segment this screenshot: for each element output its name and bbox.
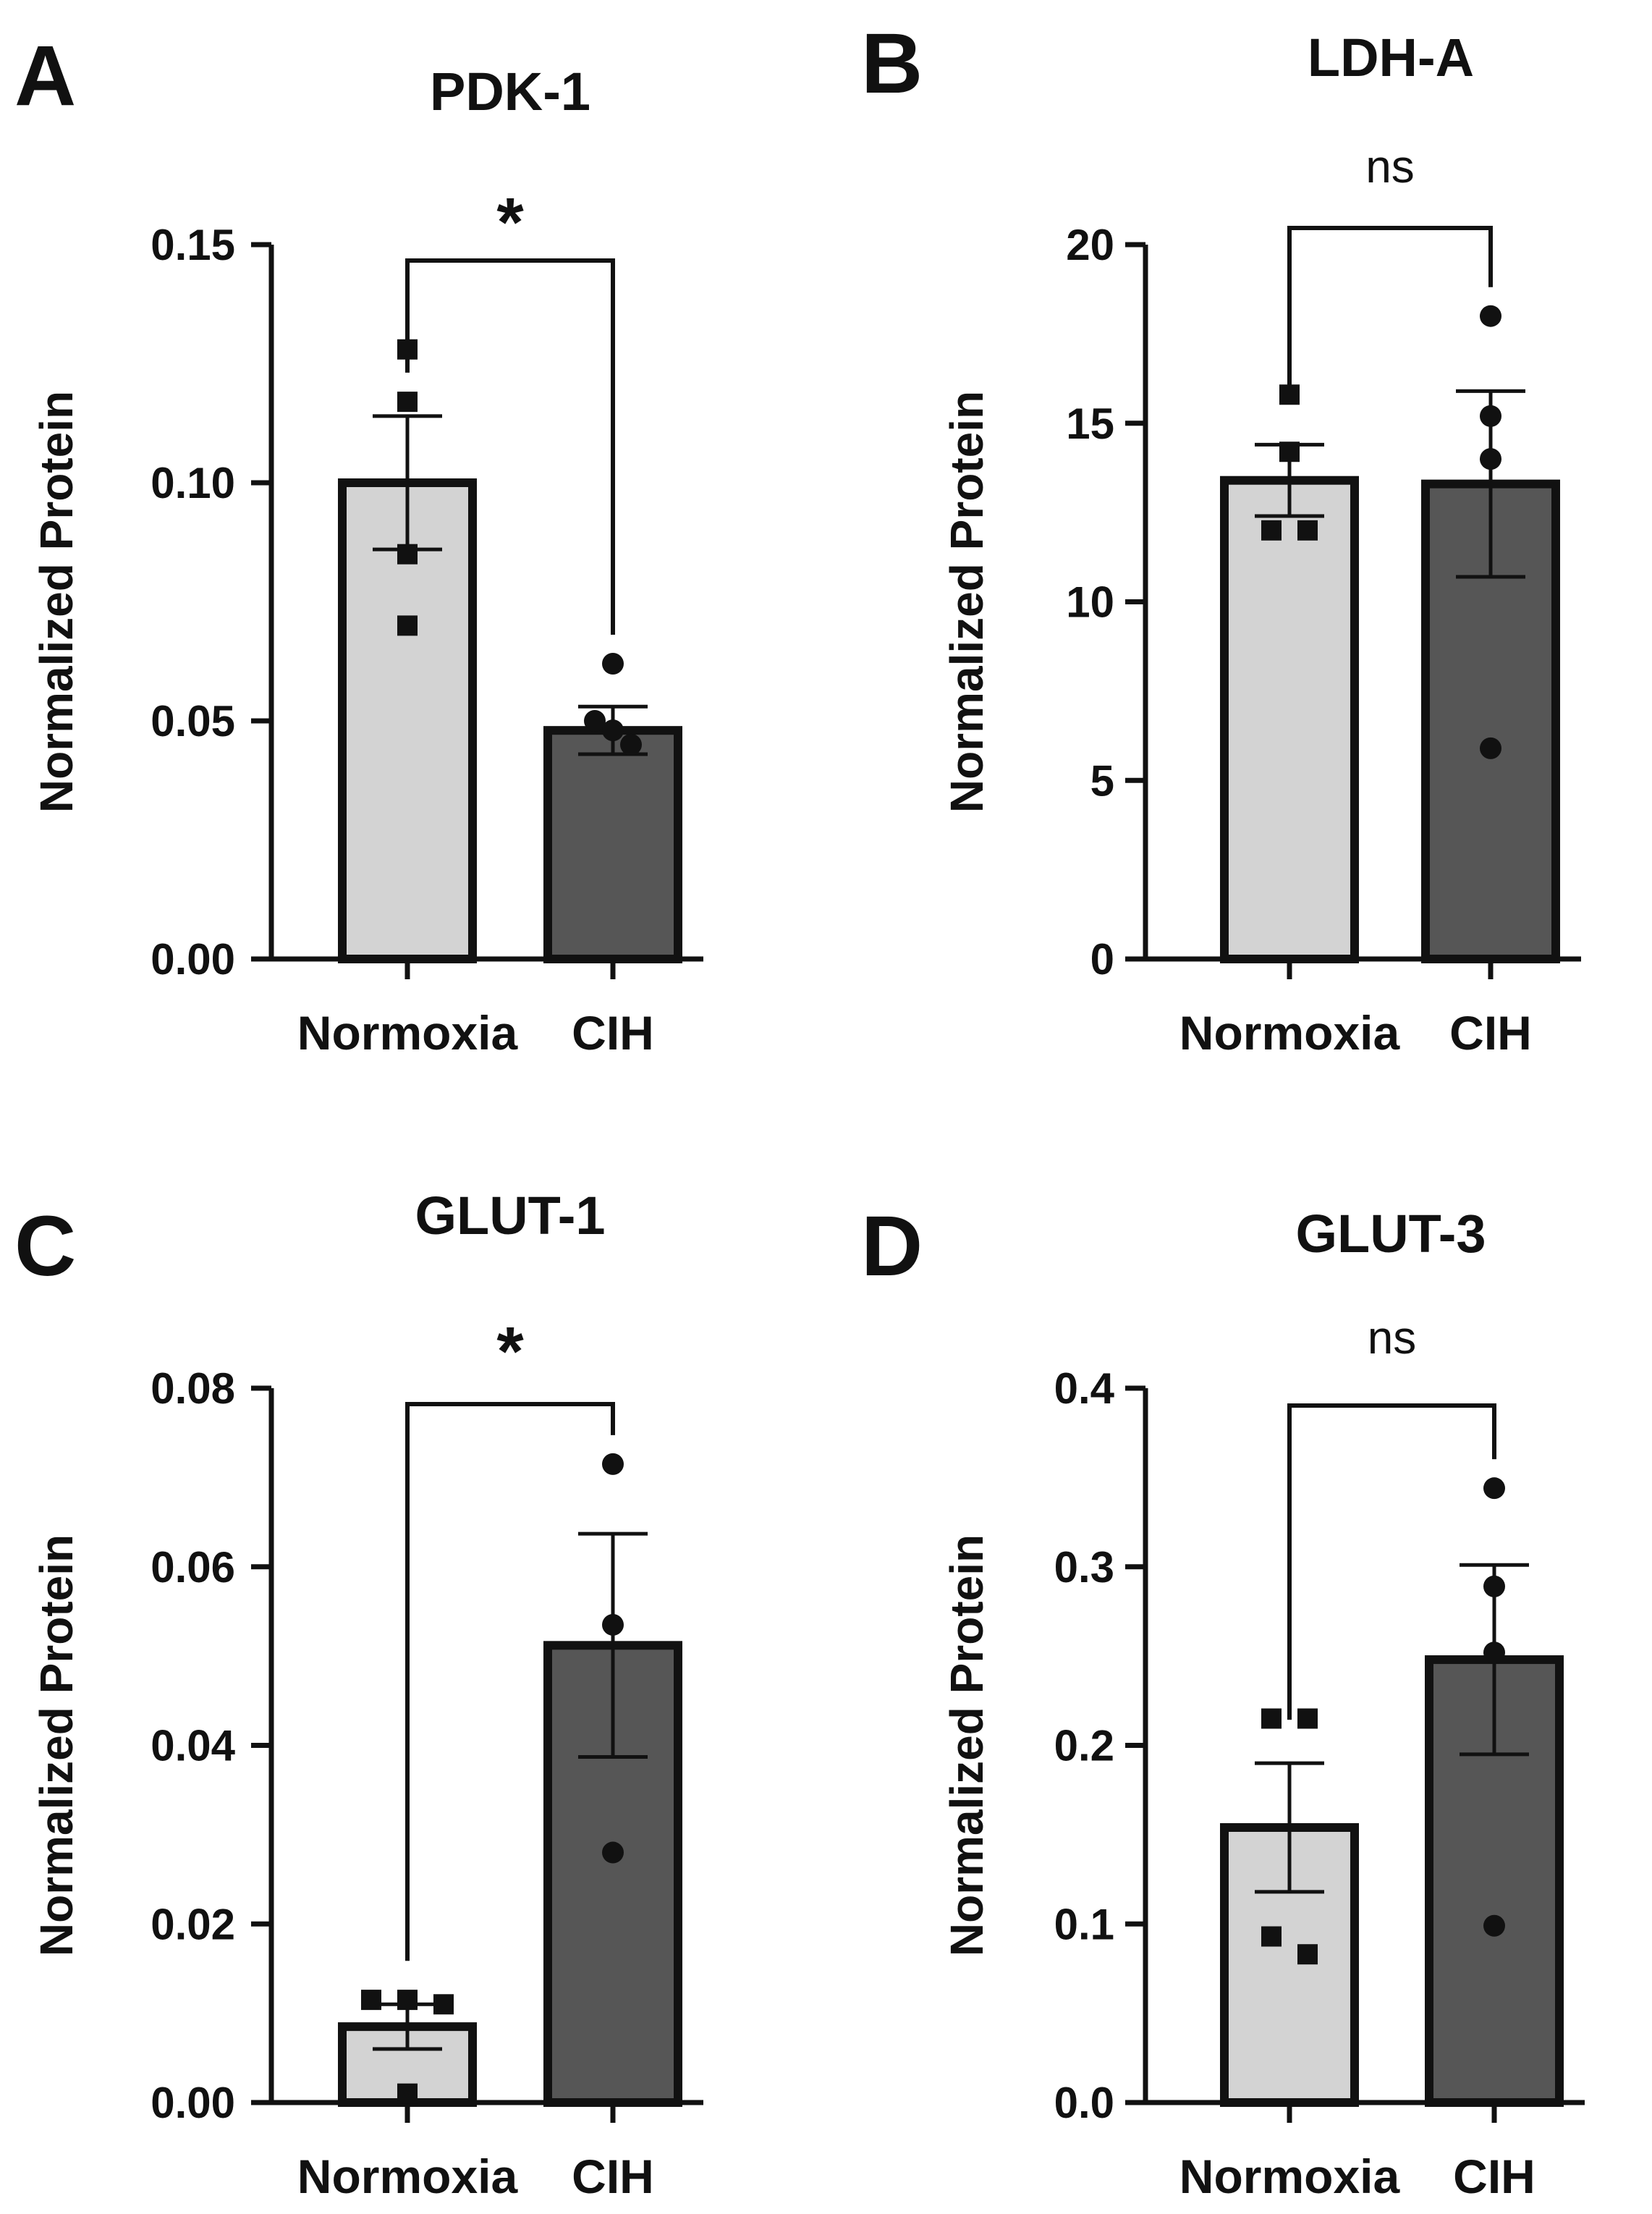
significance-label: ns [1368, 1311, 1417, 1364]
chart-title: LDH-A [1308, 28, 1474, 88]
y-tick-label: 0.08 [151, 1364, 235, 1413]
bar-normoxia [1220, 476, 1359, 963]
data-point [584, 710, 606, 732]
y-tick-label: 0.1 [1054, 1900, 1114, 1948]
x-tick-label: Normoxia [297, 2150, 519, 2203]
bar-cih [543, 726, 682, 963]
data-point [433, 1994, 454, 2015]
data-point [361, 1990, 381, 2011]
panel-c: C GLUT-1 Normalized Protein 0.00 0.02 0.04 0.0… [14, 1186, 703, 2203]
y-tick-label: 5 [1090, 756, 1114, 805]
y-tick-label: 0.4 [1054, 1364, 1115, 1413]
y-tick-label: 0 [1090, 935, 1114, 984]
data-point [1261, 1708, 1282, 1729]
y-tick-label: 0.15 [151, 221, 235, 269]
y-tick-label: 0.05 [151, 697, 235, 745]
significance-label: ns [1365, 140, 1415, 193]
data-point [1297, 1708, 1318, 1729]
panel-letter: D [861, 1199, 923, 1294]
significance-bracket [405, 258, 615, 635]
bar-cih [1425, 1655, 1564, 2108]
x-tick-label: CIH [1449, 1006, 1532, 1060]
y-tick-label: 0.2 [1054, 1722, 1114, 1770]
panel-a: A PDK-1 Normalized Protein 0.00 0.05 0.10 0.15… [14, 28, 703, 1060]
panel-b: B LDH-A Normalized Protein 0 5 10 15 20 Normoxia… [861, 16, 1581, 1060]
data-point [1483, 1914, 1505, 1937]
data-point [620, 733, 642, 756]
x-tick-label: CIH [572, 1006, 654, 1060]
data-point [397, 615, 418, 636]
data-point [602, 1841, 624, 1864]
y-axis-label: Normalized Protein [941, 391, 993, 813]
data-point [397, 1990, 418, 2011]
data-point [397, 544, 418, 565]
y-tick-label: 0.04 [151, 1722, 235, 1770]
x-tick-label: Normoxia [1179, 2150, 1401, 2203]
bar-normoxia [1220, 1823, 1359, 2107]
panel-d: D GLUT-3 Normalized Protein 0.0 0.1 0.2 0.3 0.4… [861, 1199, 1585, 2203]
y-axis-label: Normalized Protein [941, 1534, 993, 1956]
significance-bracket [1287, 1403, 1496, 1720]
data-point [1483, 1642, 1505, 1664]
significance-label: * [496, 1313, 524, 1390]
data-point [1480, 405, 1501, 427]
data-point [602, 1453, 624, 1475]
data-point [1279, 441, 1300, 462]
x-tick-label: CIH [1453, 2150, 1535, 2203]
data-point [397, 392, 418, 413]
significance-bracket [405, 1402, 615, 1961]
data-point [1480, 737, 1501, 759]
panel-letter: A [14, 28, 76, 124]
data-point [1297, 1944, 1318, 1965]
data-point [1261, 1926, 1282, 1947]
significance-bracket [1287, 226, 1493, 402]
data-point [1480, 305, 1501, 327]
chart-title: GLUT-3 [1295, 1204, 1486, 1264]
panel-letter: B [861, 16, 923, 111]
y-tick-label: 0.3 [1054, 1543, 1114, 1592]
y-tick-label: 20 [1066, 221, 1114, 269]
data-point [1483, 1477, 1505, 1500]
significance-label: * [496, 184, 524, 261]
data-point [602, 719, 624, 742]
data-point [1297, 520, 1318, 541]
data-point [1261, 520, 1282, 541]
data-point [602, 653, 624, 675]
data-point [1483, 1575, 1505, 1597]
chart-title: PDK-1 [430, 62, 590, 122]
y-tick-label: 10 [1066, 578, 1114, 627]
data-point [397, 2083, 418, 2104]
y-tick-label: 0.00 [151, 935, 235, 984]
y-tick-label: 0.02 [151, 1900, 235, 1948]
y-axis-label: Normalized Protein [30, 1534, 82, 1956]
y-tick-label: 0.0 [1054, 2079, 1114, 2127]
y-tick-label: 15 [1066, 400, 1114, 448]
y-axis-label: Normalized Protein [30, 391, 82, 813]
x-tick-label: Normoxia [297, 1006, 519, 1060]
data-point [1480, 448, 1501, 470]
x-tick-label: CIH [572, 2150, 654, 2203]
panel-letter: C [14, 1199, 76, 1294]
x-tick-label: Normoxia [1179, 1006, 1401, 1060]
y-tick-label: 0.10 [151, 459, 235, 507]
y-tick-label: 0.00 [151, 2079, 235, 2127]
data-point [602, 1613, 624, 1636]
y-tick-label: 0.06 [151, 1543, 235, 1592]
chart-title: GLUT-1 [415, 1186, 605, 1246]
